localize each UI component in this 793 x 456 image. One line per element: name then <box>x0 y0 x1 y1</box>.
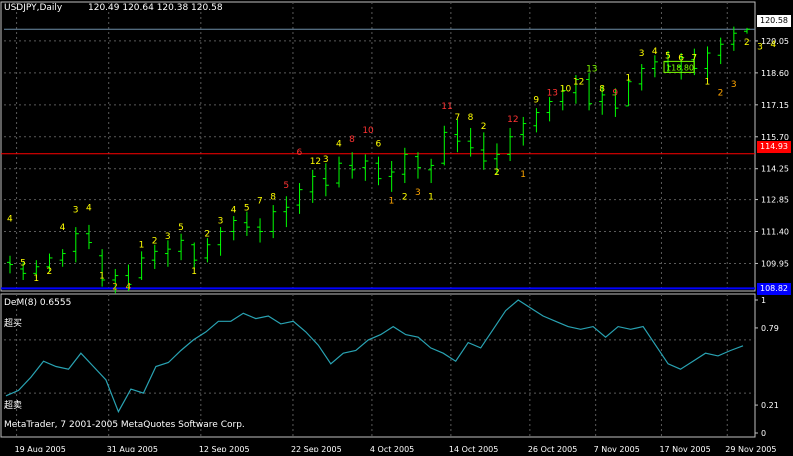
ohlc-readout: 120.49 120.64 120.38 120.58 <box>88 3 223 13</box>
current-price-tag: 120.58 <box>757 15 791 27</box>
main-pane-frame <box>0 1 756 292</box>
count-label: 7 <box>454 113 460 123</box>
dem-line <box>5 299 744 414</box>
count-label: 2 <box>152 236 158 246</box>
count-label: 5 <box>20 258 26 268</box>
overbought-label: 超买 <box>4 319 23 329</box>
copyright-text: MetaTrader, 7 2001-2005 MetaQuotes Softw… <box>4 420 245 430</box>
price-tick-label: 120.05 <box>761 37 789 46</box>
count-label: 2 <box>402 192 408 202</box>
date-tick-label: 29 Nov 2005 <box>725 445 776 452</box>
price-tick-label: 115.70 <box>761 133 789 142</box>
symbol-label: USDJPY,Daily <box>4 3 63 13</box>
count-label: 8 <box>468 113 474 123</box>
count-label: 2 <box>481 122 487 132</box>
count-label: 6 <box>678 53 684 63</box>
count-label: 1 <box>520 170 526 180</box>
count-label: 3 <box>323 155 329 165</box>
dem-tick-label: 1 <box>761 296 766 305</box>
date-tick-label: 17 Nov 2005 <box>659 445 710 452</box>
count-label: 11 <box>441 102 452 112</box>
date-tick-label: 14 Oct 2005 <box>449 445 498 452</box>
count-label: 10 <box>362 126 374 136</box>
count-label: 4 <box>770 40 776 50</box>
date-tick-label: 12 Sep 2005 <box>199 445 250 452</box>
count-label: 4 <box>231 205 237 215</box>
count-label: 1 <box>626 73 632 83</box>
count-label: 9 <box>612 89 618 99</box>
date-tick-label: 7 Nov 2005 <box>594 445 640 452</box>
count-label: 5 <box>178 223 184 233</box>
count-label: 6 <box>297 148 303 158</box>
count-label: 1 <box>389 197 395 207</box>
price-tick-label: 114.25 <box>761 165 789 174</box>
count-label: 3 <box>639 49 645 59</box>
dem-tick-label: 0.79 <box>761 324 779 333</box>
count-label: 2 <box>204 230 210 240</box>
dem-tick-label: 0.21 <box>761 401 779 410</box>
count-label: 5 <box>283 181 289 191</box>
count-label: 1 <box>191 267 197 277</box>
count-label: 6 <box>376 139 382 149</box>
count-label: 7 <box>691 53 697 63</box>
count-label: 3 <box>757 42 763 52</box>
count-label: 8 <box>599 84 605 94</box>
count-label: 4 <box>125 283 131 293</box>
count-label: 1 <box>33 274 39 284</box>
date-tick-label: 26 Oct 2005 <box>528 445 577 452</box>
count-label: 8 <box>349 135 355 145</box>
count-label: 4 <box>336 139 342 149</box>
count-label: 13 <box>547 89 558 99</box>
count-label: 3 <box>165 232 171 242</box>
dem-tick-label: 0 <box>761 429 766 438</box>
blue-line-price-tag: 108.82 <box>757 283 791 295</box>
count-label: 1 <box>99 272 105 282</box>
red-line-price-tag: 114.93 <box>757 141 791 153</box>
price-tick-label: 112.85 <box>761 196 789 205</box>
price-tick-label: 109.95 <box>761 259 789 268</box>
price-box-label: 118.80 <box>666 63 694 72</box>
count-label: 3 <box>731 80 737 90</box>
count-label: 12 <box>573 78 584 88</box>
count-label: 4 <box>86 203 92 213</box>
date-tick-label: 4 Oct 2005 <box>370 445 414 452</box>
count-label: 12 <box>310 157 321 167</box>
count-label: 5 <box>244 203 250 213</box>
date-tick-label: 31 Aug 2005 <box>107 445 158 452</box>
price-box <box>663 60 695 73</box>
count-label: 3 <box>218 216 224 226</box>
price-tick-label: 117.15 <box>761 101 789 110</box>
indicator-label: DeM(8) 0.6555 <box>4 298 72 308</box>
count-label: 4 <box>652 47 658 57</box>
count-label: 2 <box>46 267 52 277</box>
count-label: 10 <box>560 84 572 94</box>
count-label: 5 <box>665 51 671 61</box>
count-label: 9 <box>533 95 539 105</box>
count-label: 1 <box>139 241 145 251</box>
count-label: 7 <box>257 197 263 207</box>
price-tick-label: 118.60 <box>761 69 789 78</box>
count-label: 2 <box>718 89 724 99</box>
date-tick-label: 22 Sep 2005 <box>291 445 342 452</box>
count-label: 1 <box>428 192 434 202</box>
count-label: 2 <box>494 168 500 178</box>
price-tick-label: 111.40 <box>761 228 789 237</box>
count-label: 2 <box>112 283 118 293</box>
count-label: 1 <box>705 78 711 88</box>
oversold-label: 超卖 <box>4 401 23 411</box>
count-label: 4 <box>60 223 66 233</box>
date-tick-label: 19 Aug 2005 <box>15 445 66 452</box>
count-label: 13 <box>586 64 597 74</box>
count-label: 4 <box>7 214 13 224</box>
count-label: 12 <box>507 115 518 125</box>
count-label: 2 <box>744 38 750 48</box>
indicator-pane-frame <box>0 293 756 438</box>
count-label: 3 <box>73 205 79 215</box>
count-label: 3 <box>415 188 421 198</box>
count-label: 8 <box>270 192 276 202</box>
